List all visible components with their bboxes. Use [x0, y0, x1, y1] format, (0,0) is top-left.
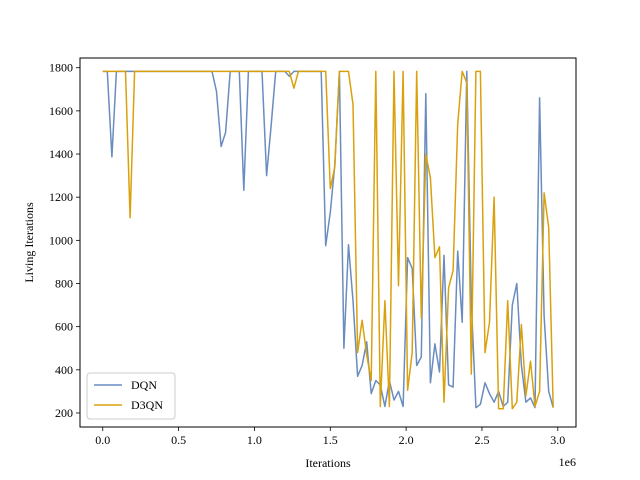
x-axis-ticks: 0.0 0.5 1.0 1.5 2.0 2.5 3.0 — [95, 427, 565, 447]
x-tick-label: 1.5 — [323, 433, 338, 447]
x-tick-label: 3.0 — [550, 433, 565, 447]
y-tick-label: 1800 — [49, 61, 73, 75]
y-tick-label: 1000 — [49, 233, 73, 247]
x-tick-label: 2.0 — [399, 433, 414, 447]
y-tick-label: 1600 — [49, 104, 73, 118]
series-line-d3qn — [102, 70, 554, 410]
y-tick-label: 800 — [55, 277, 73, 291]
x-tick-label: 0.5 — [171, 433, 186, 447]
x-tick-label: 2.5 — [474, 433, 489, 447]
y-tick-label: 200 — [55, 406, 73, 420]
x-tick-label: 1.0 — [247, 433, 262, 447]
x-axis-label: Iterations — [305, 456, 351, 470]
legend-label-d3qn: D3QN — [131, 398, 163, 412]
y-axis-label: Living Iterations — [22, 202, 36, 283]
y-tick-label: 400 — [55, 363, 73, 377]
y-tick-label: 1400 — [49, 147, 73, 161]
series-layer — [102, 70, 554, 410]
y-tick-label: 1200 — [49, 190, 73, 204]
plot-frame — [79, 57, 577, 428]
x-axis-scale-label: 1e6 — [559, 455, 576, 469]
y-tick-label: 600 — [55, 320, 73, 334]
x-tick-label: 0.0 — [95, 433, 110, 447]
legend-label-dqn: DQN — [131, 378, 157, 392]
legend: DQN D3QN — [86, 372, 176, 420]
y-axis-ticks: 200 400 600 800 1000 1200 1400 1600 1800 — [49, 61, 80, 420]
